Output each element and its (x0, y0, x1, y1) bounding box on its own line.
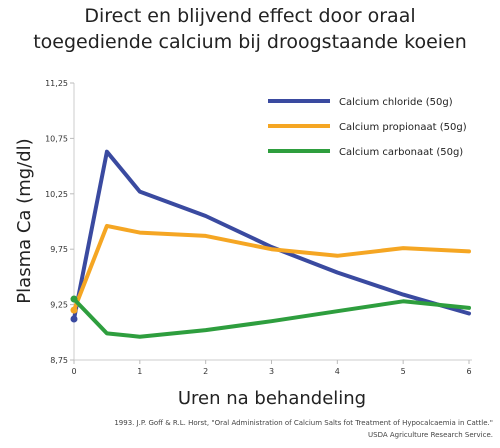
legend-label-1: Calcium propionaat (50g) (339, 122, 467, 133)
y-ticks: 8,75 9,25 9,75 10,25 10,75 11,25 (45, 79, 74, 365)
y-tick-label: 8,75 (50, 356, 68, 365)
x-ticks: 0 1 2 3 4 5 6 (71, 360, 472, 376)
x-axis-label: Uren na behandeling (178, 388, 366, 409)
source-line-1: 1993. J.P. Goff & R.L. Horst, "Oral Admi… (114, 419, 493, 427)
series-start-point-1 (70, 306, 78, 314)
series-line-0 (72, 149, 471, 321)
x-tick-label: 5 (401, 367, 406, 376)
x-tick-label: 3 (269, 367, 274, 376)
chart-title-line-2: toegediende calcium bij droogstaande koe… (33, 31, 467, 53)
y-axis-label: Plasma Ca (mg/dl) (14, 138, 35, 303)
y-tick-label: 9,25 (50, 301, 68, 310)
legend-label-0: Calcium chloride (50g) (339, 97, 453, 108)
x-tick-label: 6 (466, 367, 471, 376)
chart-title-line-1: Direct en blijvend effect door oraal (84, 5, 415, 27)
series-start-point-0 (70, 315, 78, 323)
x-tick-label: 1 (137, 367, 142, 376)
y-tick-label: 10,25 (45, 190, 68, 199)
x-tick-label: 4 (335, 367, 340, 376)
x-tick-label: 0 (71, 367, 76, 376)
series-lines (70, 149, 471, 339)
series-line-1 (72, 223, 471, 313)
y-tick-label: 9,75 (50, 245, 68, 254)
source-line-2: USDA Agriculture Research Service. (368, 431, 493, 439)
series-line-2 (72, 297, 471, 339)
x-tick-label: 2 (203, 367, 208, 376)
series-start-point-2 (70, 295, 78, 303)
legend: Calcium chloride (50g) Calcium propionaat… (268, 97, 467, 158)
legend-label-2: Calcium carbonaat (50g) (339, 147, 463, 158)
y-tick-label: 11,25 (45, 79, 68, 88)
y-tick-label: 10,75 (45, 134, 68, 143)
